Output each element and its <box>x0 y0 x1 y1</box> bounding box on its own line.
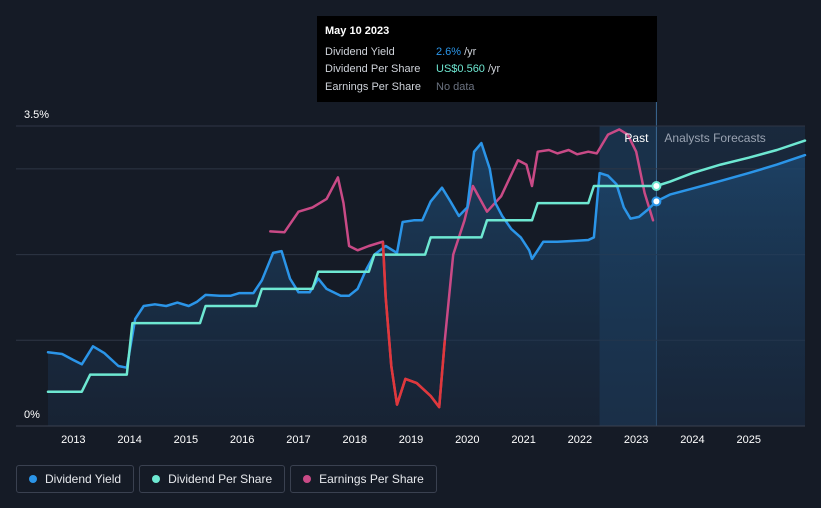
dividend-yield-marker <box>651 196 662 207</box>
x-tick-label: 2024 <box>680 434 704 446</box>
earnings-per-share-negative-segment <box>381 241 447 409</box>
legend-dot-icon <box>303 475 312 483</box>
tooltip-row-dividend-yield: Dividend Yield 2.6%/yr <box>325 43 649 61</box>
tooltip-label: Dividend Yield <box>325 45 395 58</box>
tooltip-value: 2.6% <box>436 45 462 58</box>
tooltip-date: May 10 2023 <box>325 25 390 37</box>
dividend-per-share-line <box>46 139 807 393</box>
forecast-label: Analysts Forecasts <box>664 131 765 145</box>
x-tick-label: 2014 <box>117 434 141 446</box>
legend-dot-icon <box>152 475 161 483</box>
dividend-yield-line <box>46 141 807 369</box>
legend-dot-icon <box>29 475 37 483</box>
tooltip-label: Earnings Per Share <box>325 80 421 93</box>
x-tick-label: 2025 <box>736 434 760 446</box>
tooltip-unit: /yr <box>464 45 477 58</box>
x-tick-label: 2021 <box>511 434 535 446</box>
tooltip-value: US$0.560 <box>436 63 485 76</box>
y-tick-label: 0% <box>24 409 40 421</box>
y-tick-label: 3.5% <box>24 109 49 121</box>
x-tick-label: 2018 <box>342 434 366 446</box>
legend-item-earnings-per-share[interactable]: Earnings Per Share <box>290 465 437 493</box>
legend-item-dividend-per-share[interactable]: Dividend Per Share <box>139 465 286 493</box>
tooltip: May 10 2023 Dividend Yield 2.6%/yr Divid… <box>317 16 657 102</box>
x-tick-label: 2020 <box>455 434 479 446</box>
past-label: Past <box>624 131 649 145</box>
legend-label: Dividend Per Share <box>168 472 273 486</box>
x-tick-label: 2023 <box>624 434 648 446</box>
tooltip-label: Dividend Per Share <box>325 63 421 76</box>
x-tick-label: 2017 <box>286 434 310 446</box>
legend-label: Earnings Per Share <box>319 472 424 486</box>
dividend-per-share-marker <box>651 181 662 191</box>
x-tick-label: 2016 <box>230 434 254 446</box>
legend-item-dividend-yield[interactable]: Dividend Yield <box>16 465 135 493</box>
tooltip-value: No data <box>436 80 475 93</box>
x-tick-label: 2022 <box>568 434 592 446</box>
tooltip-row-dividend-per-share: Dividend Per Share US$0.560/yr <box>325 61 649 79</box>
dividend-yield-area <box>48 143 805 426</box>
tooltip-row-earnings-per-share: Earnings Per Share No data <box>325 78 649 96</box>
x-tick-label: 2015 <box>174 434 198 446</box>
legend: Dividend Yield Dividend Per Share Earnin… <box>16 465 437 493</box>
x-tick-label: 2019 <box>399 434 423 446</box>
legend-label: Dividend Yield <box>45 472 122 486</box>
x-tick-label: 2013 <box>61 434 85 446</box>
tooltip-unit: /yr <box>487 63 501 76</box>
